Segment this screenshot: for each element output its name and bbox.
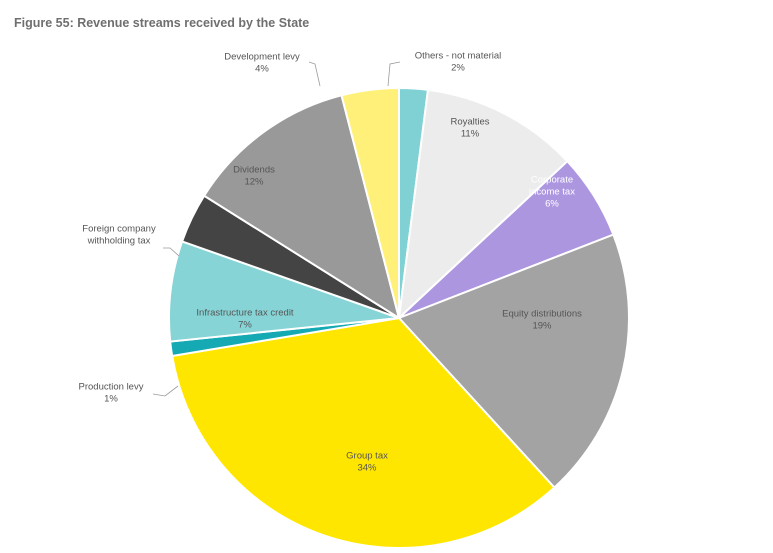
slice-percent-others-not-material: 2% [451,63,465,74]
leader-line-production-levy [152,385,179,397]
pie-slice-dividends [202,94,401,321]
slice-percent-corporate-income-tax: 6% [545,199,559,210]
slice-percent-group-tax: 34% [357,463,377,474]
slice-label-others-not-material: Others - not material [415,51,502,62]
pie-slice-group-tax [170,316,556,549]
slice-label-foreign-company-withholding-tax: Foreign company [82,224,156,235]
slice-label-equity-distributions: Equity distributions [502,309,582,320]
slice-label-production-levy: Production levy [79,382,144,393]
slice-percent-dividends: 12% [244,177,264,188]
pie-slice-equity-distributions [397,233,630,489]
slice-label-dividends: Dividends [233,165,275,176]
slice-percent-development-levy: 4% [255,64,269,75]
slice-label-group-tax: Group tax [346,451,388,462]
slice-label-infrastructure-tax-credit: Infrastructure tax credit [196,308,294,319]
pie-slice-development-levy [340,86,400,319]
pie-slice-royalties [397,88,569,321]
leader-line-development-levy [308,61,321,87]
slice-label-royalties: Royalties [450,117,489,128]
figure-title: Figure 55: Revenue streams received by t… [14,16,310,30]
slice-percent-production-levy: 1% [104,394,118,405]
slice-label-corporate-income-tax: Corporate [531,175,573,186]
pie-slice-infrastructure-tax-credit [168,240,400,343]
slice-label-foreign-company-withholding-tax: withholding tax [87,236,151,247]
slice-label-corporate-income-tax: income tax [529,187,575,198]
slice-percent-infrastructure-tax-credit: 7% [238,320,252,331]
slice-percent-royalties: 11% [461,129,480,140]
leader-line-foreign-company-withholding-tax [163,247,180,257]
leader-line-others-not-material [387,61,401,87]
slice-label-development-levy: Development levy [224,52,300,63]
slice-percent-equity-distributions: 19% [532,321,552,332]
